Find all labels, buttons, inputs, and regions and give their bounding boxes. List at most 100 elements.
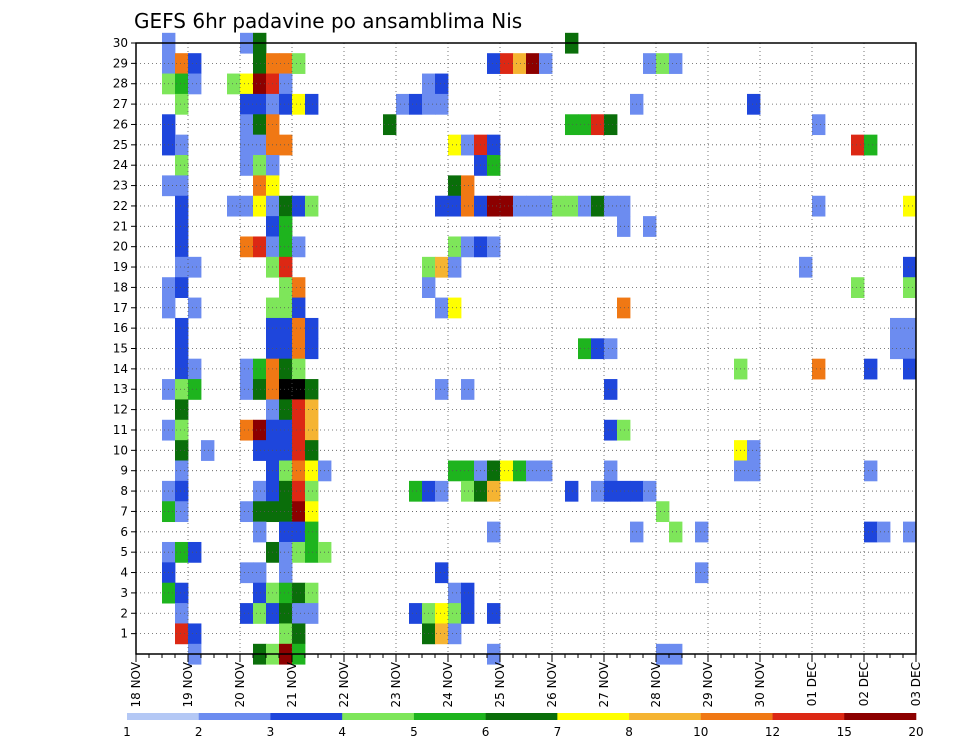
heatmap-cell	[617, 297, 631, 319]
x-tick-label: 30 NOV	[753, 661, 767, 707]
heatmap-cell	[279, 236, 293, 258]
heatmap-cell	[279, 440, 293, 461]
heatmap-cell	[513, 53, 527, 74]
heatmap-cell	[175, 541, 189, 563]
heatmap-cell	[227, 195, 241, 217]
heatmap-cell	[461, 480, 475, 502]
heatmap-cell	[305, 399, 319, 421]
y-tick-label: 28	[113, 77, 128, 91]
heatmap-cell	[292, 338, 306, 360]
heatmap-cell	[188, 53, 202, 74]
heatmap-cell	[292, 501, 306, 523]
colorbar-swatch	[844, 713, 917, 720]
heatmap-cell	[448, 195, 462, 217]
y-tick-label: 24	[113, 158, 128, 172]
heatmap-cell	[435, 603, 449, 624]
x-tick-label: 20 NOV	[233, 661, 247, 707]
y-tick-label: 20	[113, 240, 128, 254]
heatmap-cell	[188, 379, 202, 400]
heatmap-cell	[305, 338, 319, 360]
heatmap-cell	[279, 480, 293, 502]
x-tick-label: 23 NOV	[389, 661, 403, 707]
heatmap-cell	[188, 73, 202, 95]
heatmap-cell	[461, 195, 475, 217]
heatmap-cell	[292, 480, 306, 502]
heatmap-cell	[461, 603, 475, 624]
heatmap-cell	[253, 114, 267, 136]
heatmap-cell	[279, 216, 293, 237]
heatmap-cell	[188, 623, 202, 645]
heatmap-cell	[292, 582, 306, 604]
heatmap-cell	[292, 460, 306, 482]
heatmap-cell	[175, 603, 189, 624]
heatmap-cell	[903, 338, 917, 360]
heatmap-cell	[448, 582, 462, 604]
heatmap-cell	[175, 358, 189, 380]
heatmap-cell	[903, 521, 917, 543]
heatmap-cell	[175, 379, 189, 400]
x-tick-label: 28 NOV	[649, 661, 663, 707]
y-tick-label: 26	[113, 117, 128, 131]
heatmap-cell	[253, 236, 267, 258]
heatmap-cell	[487, 460, 501, 482]
heatmap-cell	[253, 562, 267, 584]
heatmap-cell	[279, 338, 293, 360]
x-tick-label: 01 DEC	[805, 662, 819, 706]
heatmap-cell	[175, 155, 189, 176]
heatmap-cell	[175, 317, 189, 339]
heatmap-cell	[604, 338, 618, 360]
y-tick-label: 2	[120, 606, 128, 620]
heatmap-cell	[435, 256, 449, 278]
y-tick-label: 12	[113, 403, 128, 417]
heatmap-cell	[656, 501, 670, 523]
heatmap-cell	[253, 175, 267, 197]
heatmap-cell	[435, 623, 449, 645]
heatmap-cell	[240, 379, 254, 400]
heatmap-cell	[175, 216, 189, 237]
heatmap-cell	[292, 440, 306, 461]
heatmap-cell	[617, 216, 631, 237]
heatmap-cell	[279, 317, 293, 339]
heatmap-cell	[435, 379, 449, 400]
heatmap-cell	[487, 236, 501, 258]
heatmap-cell	[253, 53, 267, 74]
heatmap-cell	[604, 195, 618, 217]
heatmap-cell	[305, 541, 319, 563]
heatmap-cell	[812, 358, 826, 380]
heatmap-cell	[175, 93, 189, 115]
heatmap-cell	[240, 501, 254, 523]
heatmap-cell	[175, 480, 189, 502]
heatmap-cell	[253, 195, 267, 217]
heatmap-cell	[292, 541, 306, 563]
heatmap-cell	[305, 501, 319, 523]
heatmap-cell	[175, 623, 189, 645]
heatmap-cell	[617, 195, 631, 217]
heatmap-cell	[461, 175, 475, 197]
heatmap-cell	[292, 623, 306, 645]
heatmap-cell	[864, 521, 878, 543]
heatmap-cell	[747, 460, 761, 482]
heatmap-cell	[253, 155, 267, 176]
colorbar-label: 7	[554, 725, 562, 739]
heatmap-cell	[617, 419, 631, 441]
heatmap-cell	[643, 53, 657, 74]
heatmap-cell	[864, 358, 878, 380]
heatmap-cell	[461, 379, 475, 400]
y-tick-label: 6	[120, 525, 128, 539]
y-tick-label: 19	[113, 260, 128, 274]
heatmap-cell	[292, 195, 306, 217]
heatmap-cell	[552, 195, 566, 217]
heatmap-cell	[305, 603, 319, 624]
heatmap-cell	[279, 53, 293, 74]
heatmap-cell	[591, 114, 605, 136]
heatmap-cell	[292, 379, 306, 400]
heatmap-cell	[643, 216, 657, 237]
colorbar-swatch	[198, 713, 271, 720]
heatmap-cell	[448, 256, 462, 278]
heatmap-cell	[175, 256, 189, 278]
heatmap-cell	[188, 358, 202, 380]
heatmap-cell	[591, 338, 605, 360]
heatmap-cell	[175, 277, 189, 298]
y-tick-label: 8	[120, 484, 128, 498]
